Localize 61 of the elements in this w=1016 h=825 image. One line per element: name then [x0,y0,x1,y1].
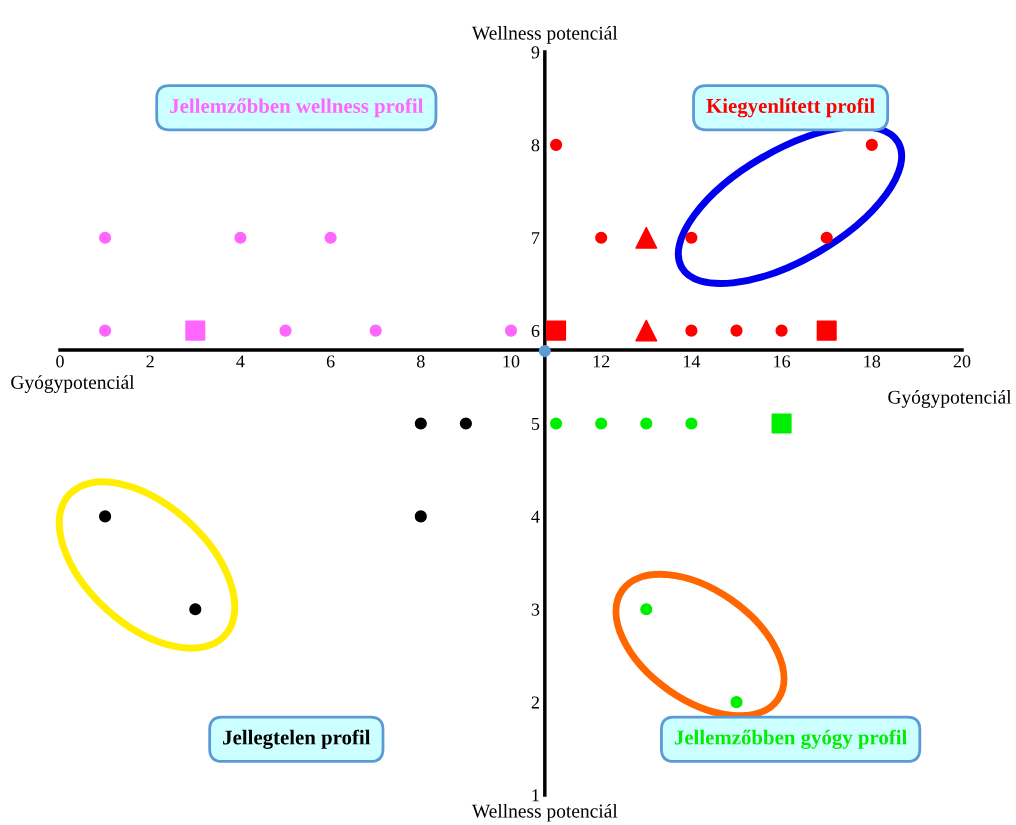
x-tick-label: 12 [593,355,610,368]
point [685,417,698,430]
point [865,138,878,151]
annotation: Kiegyenlített profil [706,98,875,118]
y-tick-label: 6 [531,324,540,338]
point [685,324,698,337]
point [414,510,427,523]
point [775,324,788,337]
x-tick-label: 4 [236,355,245,368]
point [369,324,382,337]
point [816,320,837,341]
point [189,603,202,616]
point [550,417,563,430]
point [640,417,653,430]
point [538,344,551,358]
point [595,231,608,244]
y-tick-label: 2 [531,696,539,709]
x-tick-label: 20 [953,355,971,368]
annotation: Jellegtelen profil [223,729,371,749]
point [99,510,112,523]
x-tick-label: 18 [864,355,881,368]
text: Wellness potenciál [471,803,618,822]
point [99,231,112,244]
annotation: Jellemzőbben gyógy profil [674,729,907,749]
annotation: Jellemzőbben wellness profil [170,98,424,118]
x-tick-label: 6 [326,355,335,368]
point [685,231,698,244]
x-tick-label: 10 [503,355,520,368]
y-tick-label: 4 [531,510,540,523]
y-tick-label: 3 [531,603,540,616]
point [279,324,292,337]
point [504,324,518,337]
y-tick-label: 8 [531,139,540,152]
point [234,231,247,244]
y-axis-title: Wellness potenciál [471,26,618,44]
point [99,324,112,337]
point [635,319,658,342]
point [771,413,792,434]
point [595,417,608,430]
text: Gyógypotenciál [888,390,1012,408]
x-tick-label: 14 [683,355,701,368]
point [546,320,567,341]
point [640,603,653,616]
x-axis-title: Gyógypotenciál [11,375,135,393]
y-tick-label: 7 [532,232,540,245]
point [820,231,833,244]
point [730,696,743,709]
point [550,138,563,151]
y-tick-label: 9 [531,46,540,59]
point [414,417,427,430]
point [635,226,658,249]
x-tick-label: 2 [146,355,154,368]
x-tick-label: 16 [774,355,791,368]
point [324,231,337,244]
y-tick-label: 5 [531,417,540,430]
x-tick-label: 8 [416,355,425,368]
point [185,320,206,341]
x-tick-label: 0 [56,355,64,368]
point [459,417,472,430]
point [730,324,743,337]
y-tick-label: 1 [532,789,539,802]
